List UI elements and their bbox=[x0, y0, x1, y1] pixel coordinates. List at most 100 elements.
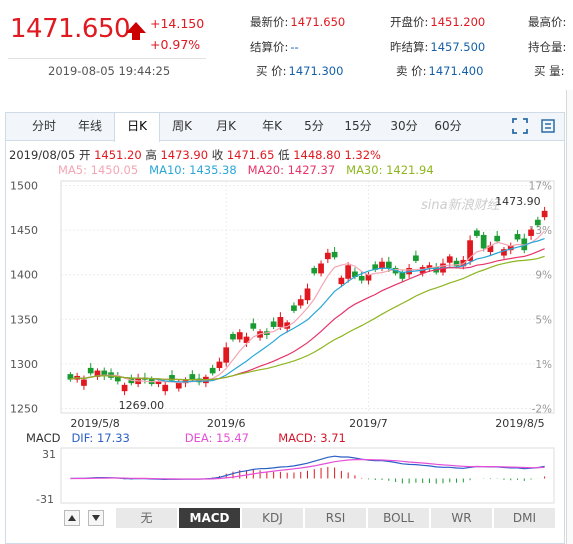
indicator-bar: 无 MACD KDJ RSI BOLL WR DMI bbox=[6, 508, 564, 528]
tab-15min[interactable]: 15分 bbox=[344, 119, 372, 133]
ohlc-low: 1448.80 bbox=[293, 148, 341, 162]
y-tick-label: 1400 bbox=[10, 269, 38, 282]
macd-dea-line bbox=[70, 458, 545, 480]
candle-body bbox=[501, 249, 507, 256]
indicator-tab-none[interactable]: 无 bbox=[116, 508, 178, 528]
macd-dea-label: DEA: 15.47 bbox=[184, 431, 249, 445]
candle-body bbox=[250, 323, 257, 329]
candle-body bbox=[358, 275, 365, 281]
x-tick-label: 2019/5/8 bbox=[70, 417, 119, 430]
ma5-label: MA5: 1450.05 bbox=[58, 163, 139, 177]
ohlc-low-label: 低 bbox=[278, 148, 290, 162]
field-label: 买 量: bbox=[534, 64, 565, 78]
macd-value-label: MACD: 3.71 bbox=[278, 431, 346, 445]
kline-chart[interactable]: 1500 17%1450 13%1400 9%1350 5%1300 1%1250 -2%2… bbox=[6, 113, 564, 508]
candle-body bbox=[223, 347, 230, 363]
ohlc-open: 1451.20 bbox=[94, 148, 142, 162]
quote-header: 1471.650 +14.150 +0.97% 2019-08-05 19:44… bbox=[0, 0, 573, 96]
indicator-tab-rsi[interactable]: RSI bbox=[305, 508, 367, 528]
triangle-down-icon bbox=[92, 515, 100, 521]
candle-body bbox=[291, 305, 297, 311]
field-ask: 卖 价: 1471.400 bbox=[396, 63, 483, 79]
right-side-panel-edge bbox=[566, 90, 573, 544]
candle-body bbox=[480, 234, 487, 249]
field-label: 持仓量: bbox=[528, 40, 567, 54]
candle-body bbox=[243, 336, 250, 344]
ohlc-close-label: 收 bbox=[211, 148, 224, 162]
macd-title: MACD bbox=[26, 431, 61, 445]
candle-body bbox=[209, 367, 216, 374]
price-change: +14.150 bbox=[150, 16, 205, 31]
tab-yearline[interactable]: 年线 bbox=[77, 119, 102, 133]
kline-panel: 分时 年线 日K 周K 月K 年K 5分 15分 30分 60分 2019/08… bbox=[5, 112, 565, 544]
last-price: 1471.650 bbox=[10, 14, 131, 44]
field-label: 最新价: bbox=[250, 15, 289, 29]
indicator-tab-wr[interactable]: WR bbox=[431, 508, 493, 528]
field-label: 结算价: bbox=[250, 40, 289, 54]
price-change-pct: +0.97% bbox=[150, 37, 201, 52]
field-bid: 买 价: 1471.300 bbox=[256, 63, 343, 79]
pct-tick-label: 9% bbox=[535, 270, 552, 282]
indicator-tab-dmi[interactable]: DMI bbox=[494, 508, 556, 528]
ohlc-close: 1471.65 bbox=[226, 148, 275, 162]
quote-timestamp: 2019-08-05 19:44:25 bbox=[48, 64, 171, 78]
tab-yearly-k[interactable]: 年K bbox=[262, 119, 282, 133]
tab-monthly-k[interactable]: 月K bbox=[216, 119, 236, 133]
field-value: 1471.300 bbox=[288, 64, 344, 78]
pct-tick-label: -2% bbox=[532, 404, 552, 416]
ma30-label: MA30: 1421.94 bbox=[346, 163, 434, 177]
candle-body bbox=[413, 255, 419, 261]
settings-icon[interactable] bbox=[540, 118, 556, 134]
field-high: 最高价: bbox=[528, 14, 568, 30]
indicator-tab-macd[interactable]: MACD bbox=[179, 508, 241, 528]
x-tick-label: 2019/7 bbox=[349, 417, 388, 430]
ma20-label: MA20: 1427.37 bbox=[247, 163, 336, 177]
candle-body bbox=[297, 299, 304, 306]
indicator-tab-kdj[interactable]: KDJ bbox=[242, 508, 304, 528]
candle-body bbox=[155, 381, 162, 385]
min-price-label: 1269.00 bbox=[119, 399, 164, 412]
field-value: 1457.500 bbox=[430, 40, 486, 54]
fullscreen-icon[interactable] bbox=[512, 118, 528, 134]
candle-body bbox=[87, 367, 94, 374]
y-tick-label: 1500 bbox=[10, 179, 38, 192]
period-tabs: 分时 年线 日K 周K 月K 年K 5分 15分 30分 60分 bbox=[6, 113, 564, 142]
pct-tick-label: 13% bbox=[529, 225, 552, 237]
field-value: 1451.200 bbox=[430, 15, 486, 29]
ma-legend: MA5: 1450.05 MA10: 1435.38 MA20: 1427.37… bbox=[58, 163, 434, 177]
candle-body bbox=[175, 382, 182, 389]
ohlc-pct: 1.32% bbox=[344, 148, 381, 162]
field-label: 开盘价: bbox=[390, 15, 429, 29]
candle-body bbox=[399, 272, 406, 279]
ma20-line bbox=[70, 248, 545, 381]
tab-30min[interactable]: 30分 bbox=[390, 119, 418, 133]
ma30-line bbox=[70, 255, 545, 381]
field-value: -- bbox=[290, 40, 299, 54]
candle-body bbox=[304, 288, 311, 301]
candle-body bbox=[514, 234, 521, 240]
y-tick-label: 1300 bbox=[10, 358, 38, 371]
macd-dif-label: DIF: 17.33 bbox=[71, 431, 130, 445]
macd-y-bottom: -31 bbox=[36, 493, 54, 506]
indicator-tab-boll[interactable]: BOLL bbox=[368, 508, 430, 528]
tab-daily-k[interactable]: 日K bbox=[114, 113, 160, 142]
pct-tick-label: 17% bbox=[529, 180, 552, 192]
candle-body bbox=[331, 251, 338, 258]
candle-body bbox=[230, 333, 236, 340]
macd-frame bbox=[60, 447, 555, 504]
scroll-up-button[interactable] bbox=[64, 510, 80, 526]
candle-body bbox=[385, 261, 392, 269]
candle-body bbox=[318, 263, 324, 274]
field-value: 1471.400 bbox=[428, 64, 484, 78]
tab-intraday[interactable]: 分时 bbox=[31, 119, 56, 133]
field-bid-volume: 买 量: bbox=[534, 63, 567, 79]
field-prev-settlement: 昨结算: 1457.500 bbox=[390, 39, 485, 55]
candle-body bbox=[473, 230, 480, 236]
candle-body bbox=[494, 235, 501, 242]
candle-body bbox=[446, 256, 453, 263]
candle-body bbox=[216, 361, 223, 368]
tab-weekly-k[interactable]: 周K bbox=[172, 119, 192, 133]
tab-5min[interactable]: 5分 bbox=[304, 119, 324, 133]
scroll-down-button[interactable] bbox=[88, 510, 104, 526]
tab-60min[interactable]: 60分 bbox=[434, 119, 462, 133]
